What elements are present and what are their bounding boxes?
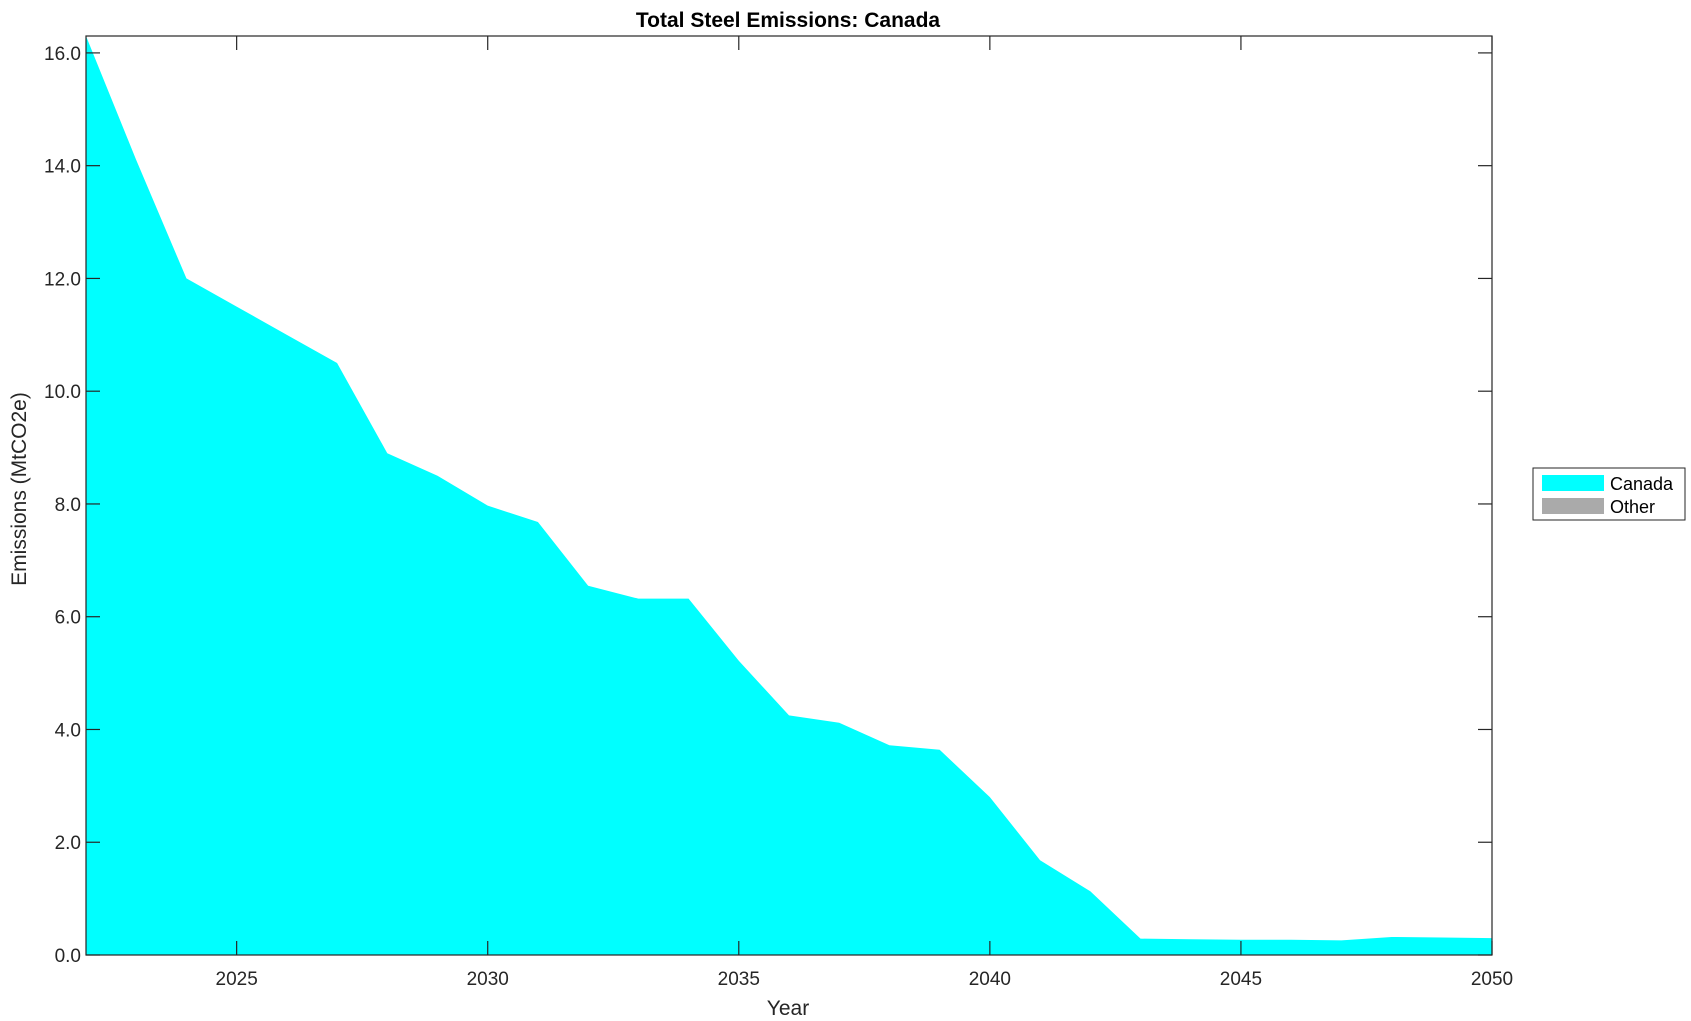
y-tick-label: 12.0 <box>44 269 81 290</box>
legend-swatch-canada <box>1542 475 1604 491</box>
y-tick-label: 10.0 <box>44 382 81 403</box>
legend-label-canada: Canada <box>1610 474 1674 494</box>
area-series-canada <box>86 36 1492 955</box>
x-tick-label: 2025 <box>216 969 258 990</box>
x-tick-label: 2045 <box>1220 969 1262 990</box>
legend-label-other: Other <box>1610 497 1655 517</box>
chart-title: Total Steel Emissions: Canada <box>636 9 941 32</box>
legend-swatch-other <box>1542 498 1604 514</box>
y-tick-label: 0.0 <box>55 946 81 967</box>
y-tick-label: 2.0 <box>55 833 81 854</box>
x-tick-label: 2035 <box>718 969 760 990</box>
y-tick-label: 8.0 <box>55 495 81 516</box>
y-tick-label: 6.0 <box>55 608 81 629</box>
legend: Canada Other <box>1532 467 1686 521</box>
axes: 2025 2030 2035 2040 2045 2050 0.0 2.0 4.0 6.0 8.0 1… <box>44 35 1513 990</box>
x-tick-label: 2030 <box>467 969 509 990</box>
y-axis-title: Emissions (MtCO2e) <box>8 392 31 586</box>
y-tick-label: 16.0 <box>44 44 81 65</box>
x-tick-label: 2040 <box>969 969 1011 990</box>
plot-area <box>86 36 1492 955</box>
x-axis-title: Year <box>767 997 809 1020</box>
y-tick-label: 4.0 <box>55 720 81 741</box>
axes-box <box>85 35 1493 956</box>
x-tick-label: 2050 <box>1471 969 1513 990</box>
y-tick-label: 14.0 <box>44 157 81 178</box>
